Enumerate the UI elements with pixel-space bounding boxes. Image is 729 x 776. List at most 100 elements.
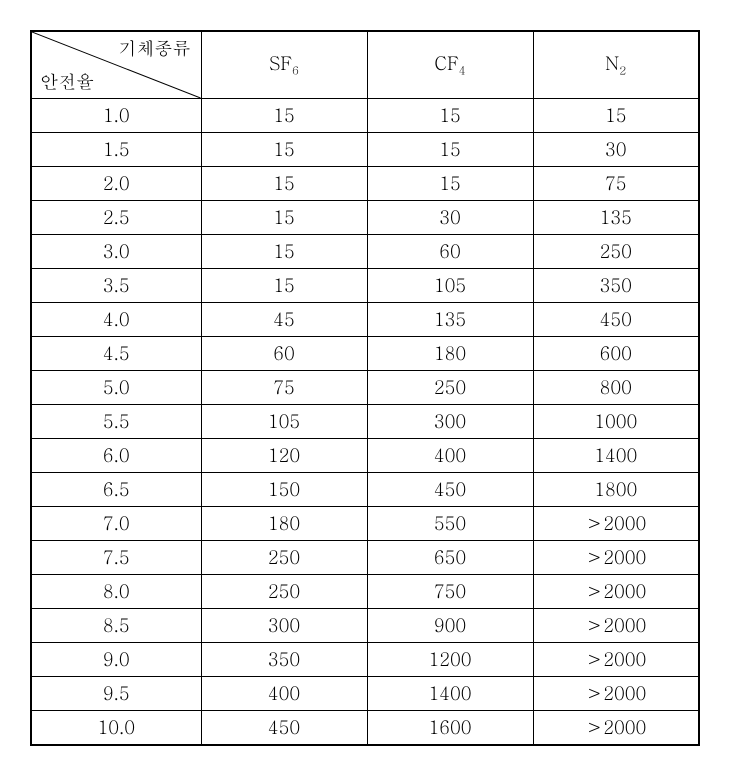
row-value-cell: ＞2000 [533, 677, 699, 711]
table-row: 7.0180550＞2000 [31, 507, 699, 541]
row-value-cell: 1400 [533, 439, 699, 473]
table-row: 5.075250800 [31, 371, 699, 405]
row-value-cell: 135 [533, 201, 699, 235]
row-value-cell: 650 [367, 541, 533, 575]
row-key-cell: 5.0 [31, 371, 201, 405]
header-diag-top-label: 기체종류 [119, 36, 191, 61]
table-row: 6.51504501800 [31, 473, 699, 507]
table-header-row: 기체종류 안전율 SF6 CF4 N2 [31, 31, 699, 99]
row-value-cell: ＞2000 [533, 711, 699, 746]
table-row: 10.04501600＞2000 [31, 711, 699, 746]
row-key-cell: 4.0 [31, 303, 201, 337]
row-value-cell: 350 [533, 269, 699, 303]
column-header-sub: 6 [292, 63, 299, 79]
table-row: 7.5250650＞2000 [31, 541, 699, 575]
row-key-cell: 3.5 [31, 269, 201, 303]
row-value-cell: 15 [367, 133, 533, 167]
row-value-cell: 15 [201, 201, 367, 235]
table-row: 2.0151575 [31, 167, 699, 201]
row-value-cell: 600 [533, 337, 699, 371]
table-row: 2.51530135 [31, 201, 699, 235]
row-value-cell: 135 [367, 303, 533, 337]
row-value-cell: 250 [201, 575, 367, 609]
table-row: 3.01560250 [31, 235, 699, 269]
table-row: 5.51053001000 [31, 405, 699, 439]
row-value-cell: 800 [533, 371, 699, 405]
row-value-cell: 15 [201, 133, 367, 167]
row-value-cell: 1600 [367, 711, 533, 746]
table-row: 1.5151530 [31, 133, 699, 167]
row-value-cell: 250 [201, 541, 367, 575]
row-value-cell: 350 [201, 643, 367, 677]
row-value-cell: 45 [201, 303, 367, 337]
row-value-cell: 1400 [367, 677, 533, 711]
column-header-label: N [605, 51, 619, 76]
row-key-cell: 9.5 [31, 677, 201, 711]
data-table-container: 기체종류 안전율 SF6 CF4 N2 1.01515151.51515302.… [30, 30, 698, 746]
row-value-cell: 150 [201, 473, 367, 507]
row-key-cell: 10.0 [31, 711, 201, 746]
row-value-cell: 180 [367, 337, 533, 371]
row-value-cell: 300 [201, 609, 367, 643]
table-row: 8.0250750＞2000 [31, 575, 699, 609]
row-value-cell: 900 [367, 609, 533, 643]
row-value-cell: 15 [201, 99, 367, 133]
row-key-cell: 6.5 [31, 473, 201, 507]
row-value-cell: ＞2000 [533, 609, 699, 643]
row-value-cell: 75 [533, 167, 699, 201]
row-value-cell: 105 [201, 405, 367, 439]
column-header-sf6: SF6 [201, 31, 367, 99]
row-key-cell: 9.0 [31, 643, 201, 677]
row-value-cell: 300 [367, 405, 533, 439]
row-value-cell: 75 [201, 371, 367, 405]
row-value-cell: 1800 [533, 473, 699, 507]
table-row: 4.560180600 [31, 337, 699, 371]
row-value-cell: 15 [201, 269, 367, 303]
data-table: 기체종류 안전율 SF6 CF4 N2 1.01515151.51515302.… [30, 30, 700, 746]
row-value-cell: 750 [367, 575, 533, 609]
row-key-cell: 7.5 [31, 541, 201, 575]
row-value-cell: 450 [367, 473, 533, 507]
row-key-cell: 2.0 [31, 167, 201, 201]
column-header-sub: 4 [459, 63, 466, 79]
row-key-cell: 1.5 [31, 133, 201, 167]
row-value-cell: 30 [367, 201, 533, 235]
row-value-cell: 15 [367, 99, 533, 133]
column-header-sub: 2 [619, 63, 626, 79]
column-header-label: SF [269, 51, 292, 76]
row-key-cell: 7.0 [31, 507, 201, 541]
table-row: 8.5300900＞2000 [31, 609, 699, 643]
row-value-cell: 15 [367, 167, 533, 201]
table-row: 6.01204001400 [31, 439, 699, 473]
row-value-cell: 15 [201, 167, 367, 201]
row-value-cell: 450 [201, 711, 367, 746]
row-value-cell: 250 [367, 371, 533, 405]
row-value-cell: 550 [367, 507, 533, 541]
table-row: 3.515105350 [31, 269, 699, 303]
table-row: 4.045135450 [31, 303, 699, 337]
row-key-cell: 2.5 [31, 201, 201, 235]
row-key-cell: 8.5 [31, 609, 201, 643]
row-value-cell: ＞2000 [533, 575, 699, 609]
row-key-cell: 5.5 [31, 405, 201, 439]
row-value-cell: 60 [201, 337, 367, 371]
row-value-cell: 1000 [533, 405, 699, 439]
row-value-cell: 400 [367, 439, 533, 473]
row-key-cell: 4.5 [31, 337, 201, 371]
header-diag-bottom-label: 안전율 [40, 69, 94, 94]
column-header-label: CF [434, 51, 458, 76]
row-value-cell: ＞2000 [533, 643, 699, 677]
row-value-cell: 180 [201, 507, 367, 541]
row-value-cell: ＞2000 [533, 541, 699, 575]
column-header-n2: N2 [533, 31, 699, 99]
header-diagonal-cell: 기체종류 안전율 [31, 31, 201, 99]
row-value-cell: 450 [533, 303, 699, 337]
row-value-cell: 30 [533, 133, 699, 167]
row-value-cell: 120 [201, 439, 367, 473]
row-value-cell: 1200 [367, 643, 533, 677]
table-row: 9.03501200＞2000 [31, 643, 699, 677]
row-value-cell: 15 [533, 99, 699, 133]
table-row: 1.0151515 [31, 99, 699, 133]
row-key-cell: 8.0 [31, 575, 201, 609]
row-key-cell: 1.0 [31, 99, 201, 133]
